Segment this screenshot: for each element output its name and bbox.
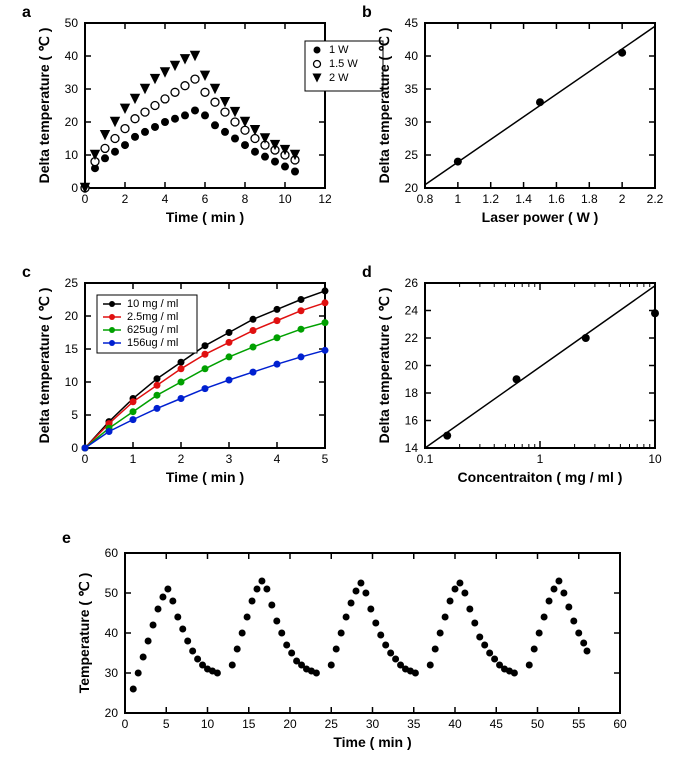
svg-text:Time ( min ): Time ( min ) — [166, 469, 244, 485]
svg-text:10: 10 — [278, 192, 292, 206]
svg-text:30: 30 — [405, 115, 419, 129]
svg-text:Time ( min ): Time ( min ) — [166, 209, 244, 225]
svg-text:0: 0 — [82, 192, 89, 206]
svg-text:55: 55 — [572, 717, 586, 731]
svg-text:4: 4 — [274, 452, 281, 466]
svg-text:50: 50 — [65, 16, 79, 30]
panel-b-label: b — [362, 4, 372, 22]
panel-a-label: a — [22, 4, 31, 22]
svg-text:1.5 W: 1.5 W — [329, 58, 358, 70]
figure-svg: 02468101201020304050Time ( min )Delta te… — [0, 0, 685, 781]
svg-text:26: 26 — [405, 276, 419, 290]
svg-text:24: 24 — [405, 304, 419, 318]
svg-text:0: 0 — [122, 717, 129, 731]
svg-text:45: 45 — [490, 717, 504, 731]
svg-text:5: 5 — [71, 408, 78, 422]
svg-text:Delta temperature ( ℃ ): Delta temperature ( ℃ ) — [376, 288, 392, 444]
svg-text:1: 1 — [455, 192, 462, 206]
svg-text:25: 25 — [405, 148, 419, 162]
svg-text:12: 12 — [318, 192, 332, 206]
svg-text:50: 50 — [105, 586, 119, 600]
svg-text:20: 20 — [283, 717, 297, 731]
svg-text:10 mg / ml: 10 mg / ml — [127, 298, 178, 310]
svg-text:10: 10 — [648, 452, 662, 466]
svg-text:0.8: 0.8 — [417, 192, 434, 206]
svg-text:16: 16 — [405, 414, 419, 428]
svg-text:Delta temperature ( ℃ ): Delta temperature ( ℃ ) — [376, 28, 392, 184]
svg-text:4: 4 — [162, 192, 169, 206]
svg-text:0: 0 — [71, 181, 78, 195]
svg-text:45: 45 — [405, 16, 419, 30]
svg-text:1: 1 — [537, 452, 544, 466]
svg-text:156ug / ml: 156ug / ml — [127, 337, 178, 349]
svg-text:Time ( min ): Time ( min ) — [333, 734, 411, 750]
svg-text:20: 20 — [405, 359, 419, 373]
svg-text:30: 30 — [366, 717, 380, 731]
svg-text:1 W: 1 W — [329, 44, 349, 56]
svg-text:2.2: 2.2 — [647, 192, 664, 206]
svg-text:2: 2 — [122, 192, 129, 206]
svg-text:625ug / ml: 625ug / ml — [127, 324, 178, 336]
svg-text:25: 25 — [65, 276, 79, 290]
svg-text:8: 8 — [242, 192, 249, 206]
figure-page: a b c d e 02468101201020304050Time ( min… — [0, 0, 685, 781]
svg-text:1: 1 — [130, 452, 137, 466]
svg-text:30: 30 — [65, 82, 79, 96]
svg-text:1.8: 1.8 — [581, 192, 598, 206]
svg-text:35: 35 — [405, 82, 419, 96]
svg-text:2: 2 — [178, 452, 185, 466]
svg-text:1.6: 1.6 — [548, 192, 565, 206]
svg-text:2.5mg / ml: 2.5mg / ml — [127, 311, 178, 323]
svg-text:30: 30 — [105, 666, 119, 680]
panel-e-label: e — [62, 530, 71, 548]
svg-text:1.4: 1.4 — [515, 192, 532, 206]
svg-text:40: 40 — [105, 626, 119, 640]
svg-text:60: 60 — [613, 717, 627, 731]
svg-text:14: 14 — [405, 441, 419, 455]
svg-text:6: 6 — [202, 192, 209, 206]
svg-text:40: 40 — [448, 717, 462, 731]
svg-text:2 W: 2 W — [329, 72, 349, 84]
svg-text:20: 20 — [405, 181, 419, 195]
svg-text:22: 22 — [405, 331, 419, 345]
svg-text:50: 50 — [531, 717, 545, 731]
svg-text:20: 20 — [105, 706, 119, 720]
svg-text:3: 3 — [226, 452, 233, 466]
svg-text:35: 35 — [407, 717, 421, 731]
svg-text:40: 40 — [65, 49, 79, 63]
svg-text:0: 0 — [82, 452, 89, 466]
svg-text:15: 15 — [65, 342, 79, 356]
panel-c-label: c — [22, 264, 31, 282]
svg-text:Concentraiton ( mg / ml ): Concentraiton ( mg / ml ) — [458, 469, 623, 485]
svg-text:18: 18 — [405, 386, 419, 400]
svg-text:Delta temperature ( ℃ ): Delta temperature ( ℃ ) — [36, 28, 52, 184]
svg-text:15: 15 — [242, 717, 256, 731]
svg-text:20: 20 — [65, 115, 79, 129]
panel-d-label: d — [362, 264, 372, 282]
svg-text:60: 60 — [105, 546, 119, 560]
svg-text:20: 20 — [65, 309, 79, 323]
svg-text:5: 5 — [163, 717, 170, 731]
svg-text:1.2: 1.2 — [482, 192, 499, 206]
svg-text:2: 2 — [619, 192, 626, 206]
svg-text:5: 5 — [322, 452, 329, 466]
svg-text:0.1: 0.1 — [417, 452, 434, 466]
svg-text:10: 10 — [65, 148, 79, 162]
svg-text:Temperature ( ℃ ): Temperature ( ℃ ) — [76, 573, 92, 693]
svg-text:25: 25 — [325, 717, 339, 731]
svg-text:10: 10 — [65, 375, 79, 389]
svg-text:40: 40 — [405, 49, 419, 63]
svg-text:0: 0 — [71, 441, 78, 455]
svg-text:Delta temperature ( ℃ ): Delta temperature ( ℃ ) — [36, 288, 52, 444]
svg-text:10: 10 — [201, 717, 215, 731]
svg-text:Laser power ( W ): Laser power ( W ) — [482, 209, 599, 225]
